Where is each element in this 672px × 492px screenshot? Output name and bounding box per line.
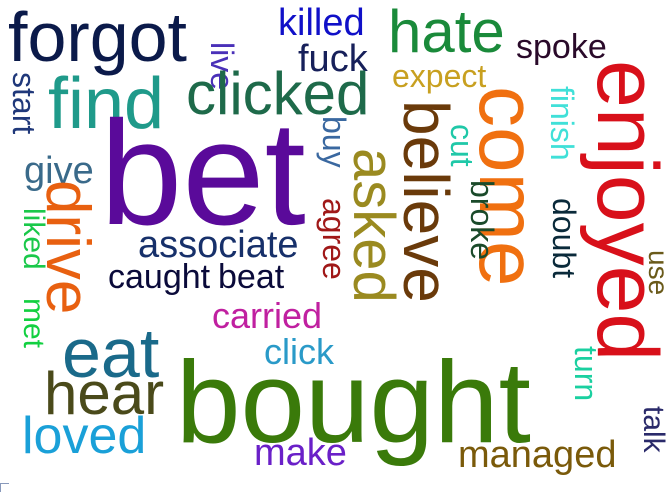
word-clicked: clicked — [186, 60, 370, 127]
word-associate: associate — [138, 224, 299, 266]
word-forgot: forgot — [8, 0, 187, 76]
word-carried: carried — [212, 295, 323, 336]
word-met: met — [17, 298, 50, 349]
word-cut: cut — [444, 124, 480, 167]
word-hate: hate — [388, 0, 505, 65]
word-bet: bet — [100, 91, 306, 256]
word-hear: hear — [44, 360, 165, 427]
word-broke: broke — [464, 180, 500, 261]
corner-mark — [0, 483, 9, 492]
word-expect: expect — [392, 58, 487, 94]
word-liked: liked — [17, 208, 50, 270]
word-talk: talk — [637, 406, 670, 453]
word-killed: killed — [278, 2, 365, 44]
word-agree: agree — [316, 198, 352, 280]
word-enjoyed: enjoyed — [579, 60, 672, 362]
word-managed: managed — [458, 434, 617, 476]
word-finish: finish — [544, 86, 580, 161]
word-find: find — [48, 64, 165, 144]
word-make: make — [254, 432, 347, 474]
word-start: start — [6, 72, 42, 135]
word-spoke: spoke — [516, 28, 607, 66]
word-asked: asked — [341, 148, 406, 303]
word-fuck: fuck — [298, 38, 368, 80]
word-caught: caught — [108, 258, 211, 296]
word-give: give — [24, 150, 94, 192]
word-use: use — [643, 250, 672, 296]
word-loved: loved — [22, 407, 147, 465]
word-doubt: doubt — [546, 198, 582, 279]
word-beat: beat — [218, 258, 285, 296]
word-click: click — [264, 331, 334, 372]
word-eat: eat — [62, 314, 160, 392]
word-bought: bought — [176, 337, 531, 467]
word-turn: turn — [568, 346, 604, 402]
